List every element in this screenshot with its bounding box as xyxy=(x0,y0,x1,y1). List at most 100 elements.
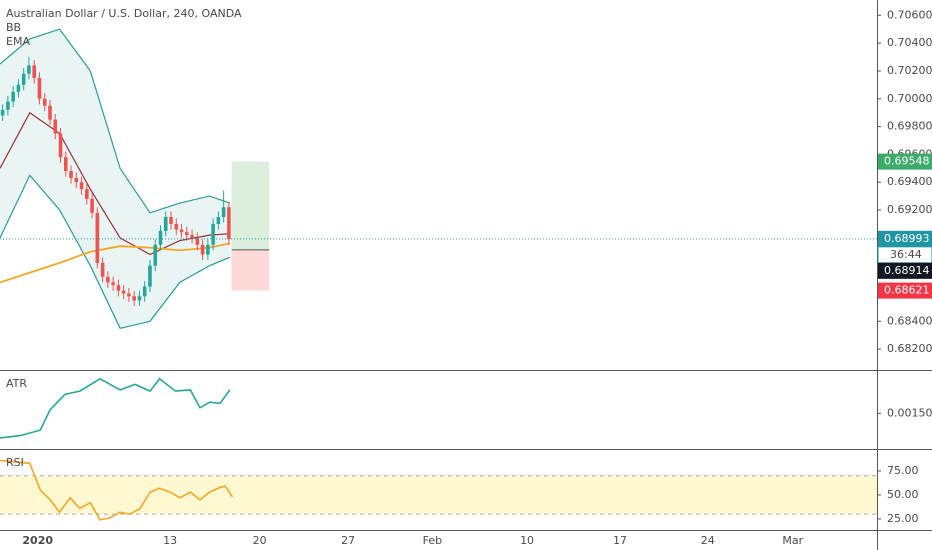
x-tick-label: 2020 xyxy=(22,534,53,547)
y-tick-label: 0.68400 xyxy=(887,314,932,327)
candle-body xyxy=(148,265,152,287)
x-tick-label: 13 xyxy=(163,534,177,547)
price-label: 0.69548 xyxy=(878,153,932,170)
candle-body xyxy=(106,276,110,283)
y-tick-label: 0.70600 xyxy=(887,8,932,21)
candle-body xyxy=(200,244,205,255)
y-tick-label: 75.00 xyxy=(887,464,919,477)
bb-basis xyxy=(0,111,230,256)
price-label-box xyxy=(878,153,932,170)
candle-body xyxy=(185,232,189,236)
y-tick-label: 0.69400 xyxy=(887,175,932,188)
candle-body xyxy=(137,296,142,301)
bb-band xyxy=(0,174,231,329)
candle-body xyxy=(158,230,163,245)
candle-body xyxy=(163,216,168,231)
position-profit xyxy=(231,161,270,250)
candle-body xyxy=(79,182,84,190)
countdown: 36:44 xyxy=(877,246,932,264)
y-tick-label: 0.70200 xyxy=(887,64,932,77)
candle-body xyxy=(95,212,100,263)
candle-body xyxy=(121,290,126,294)
candle-body xyxy=(37,77,42,99)
price-label-box xyxy=(878,262,932,279)
y-tick-label: 0.70400 xyxy=(887,36,932,49)
countdown-text: 36:44 xyxy=(890,248,922,261)
price-label: 0.68993 xyxy=(878,230,932,247)
price-label-box xyxy=(878,230,932,247)
candle-body xyxy=(174,223,179,230)
candle-body xyxy=(142,286,147,297)
x-tick-label: 27 xyxy=(341,534,355,547)
price-label-text: 0.68914 xyxy=(884,264,930,277)
y-tick-label: 0.68200 xyxy=(887,342,932,355)
candle-body xyxy=(179,229,184,233)
candle-body xyxy=(11,91,15,102)
candle-body xyxy=(90,198,94,213)
candle-body xyxy=(21,73,26,85)
candle-body xyxy=(206,244,210,255)
price-label: 0.68621 xyxy=(878,282,932,299)
position-loss xyxy=(231,249,270,291)
candle-body xyxy=(48,105,52,120)
pane-title: ATR xyxy=(6,377,27,390)
candle-body xyxy=(211,223,215,245)
candle-body xyxy=(58,133,63,158)
x-tick-label: 10 xyxy=(520,534,534,547)
candle-body xyxy=(221,207,226,217)
candle-body xyxy=(42,98,47,106)
candle-body xyxy=(127,293,131,297)
candle-body xyxy=(74,178,79,183)
chart-title: Australian Dollar / U.S. Dollar, 240, OA… xyxy=(6,7,242,20)
y-tick-label: 0.69800 xyxy=(887,120,932,133)
price-label-text: 0.68621 xyxy=(884,284,930,297)
candle-body xyxy=(216,216,221,224)
bb-fill xyxy=(0,29,230,329)
candle-body xyxy=(6,101,10,110)
x-tick-label: Mar xyxy=(782,534,803,547)
candle-body xyxy=(16,84,21,92)
candle-body xyxy=(63,157,68,172)
candle-body xyxy=(100,262,105,277)
candle-body xyxy=(27,65,31,74)
candle-body xyxy=(227,207,231,240)
y-tick-label: 0.00150 xyxy=(887,406,932,419)
y-tick-label: 0.70000 xyxy=(887,92,932,105)
price-label-text: 0.69548 xyxy=(884,155,930,168)
candle-body xyxy=(53,119,58,134)
price-label: 0.68914 xyxy=(878,262,932,279)
rsi-band xyxy=(0,475,877,515)
y-tick-label: 50.00 xyxy=(887,488,919,501)
candle-body xyxy=(132,296,136,301)
y-tick-label: 25.00 xyxy=(887,512,919,525)
price-label-box xyxy=(878,282,932,299)
candle-body xyxy=(0,109,5,116)
candle-body xyxy=(85,189,89,199)
candle-body xyxy=(32,65,37,78)
candle-body xyxy=(190,235,194,238)
indicator-line xyxy=(0,459,234,521)
pane-title: RSI xyxy=(6,456,24,469)
candle-body xyxy=(69,171,73,179)
x-tick-label: 17 xyxy=(613,534,627,547)
indicator-line xyxy=(0,377,231,439)
bb-band xyxy=(0,28,230,214)
countdown-box xyxy=(877,246,932,264)
x-tick-label: Feb xyxy=(423,534,442,547)
x-tick-label: 24 xyxy=(701,534,715,547)
plot xyxy=(0,28,877,521)
y-tick-label: 0.69200 xyxy=(887,203,932,216)
candle-body xyxy=(153,244,158,266)
x-tick-label: 20 xyxy=(253,534,267,547)
price-label-text: 0.68993 xyxy=(884,232,930,245)
candle-body xyxy=(195,237,200,245)
indicator-label: BB xyxy=(6,21,21,34)
candle-body xyxy=(116,285,121,291)
indicator-label: EMA xyxy=(6,35,30,48)
axis: 2020 13 20 27 Feb 10 17 24 Mar 0.68200 0.68400 0.68… xyxy=(22,8,932,547)
candle-body xyxy=(169,216,173,224)
ema-line xyxy=(0,242,230,284)
candle-body xyxy=(111,282,115,286)
